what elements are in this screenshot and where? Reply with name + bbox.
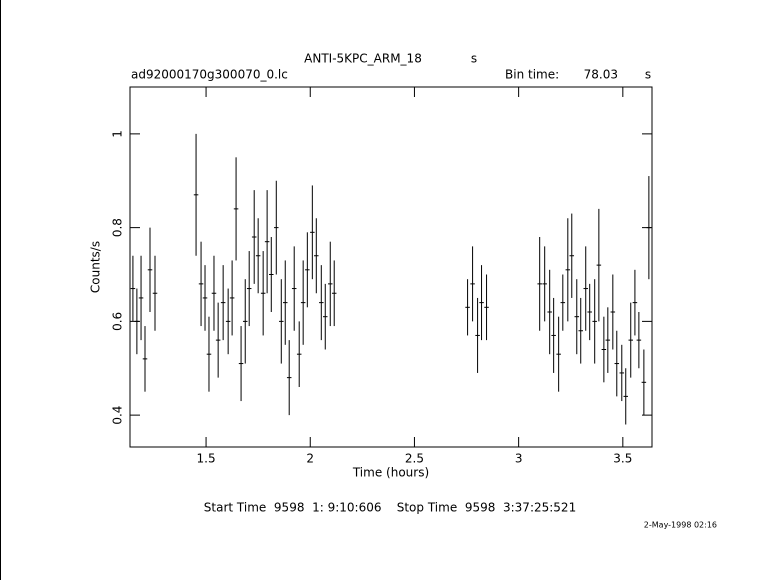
y-tick-label: 1 — [111, 130, 125, 138]
date: 2-May-1998 02:16 — [644, 521, 717, 530]
bin-time-label: Bin time: — [505, 68, 559, 82]
bin-time-unit: s — [645, 68, 651, 82]
y-tick-label: 0.4 — [111, 406, 125, 425]
x-tick-label: 3 — [515, 452, 523, 466]
plot-frame — [129, 86, 653, 448]
x-tick-label: 3.5 — [613, 452, 632, 466]
bin-time: 78.03 — [584, 68, 618, 82]
title-unit: s — [471, 52, 477, 66]
y-tick-label: 0.8 — [111, 218, 125, 237]
x-tick-label: 1.5 — [197, 452, 216, 466]
x-tick-label: 2 — [306, 452, 314, 466]
x-tick-label: 2.5 — [405, 452, 424, 466]
footer: Start Time 9598 1: 9:10:606 Stop Time 95… — [204, 501, 576, 515]
y-axis-label: Counts/s — [89, 241, 103, 293]
x-axis-label: Time (hours) — [352, 466, 429, 480]
chart-title: ANTI-5KPC_ARM_18 — [304, 52, 422, 66]
y-tick-label: 0.6 — [111, 312, 125, 331]
subtitle: ad92000170g300070_0.lc — [131, 68, 288, 82]
